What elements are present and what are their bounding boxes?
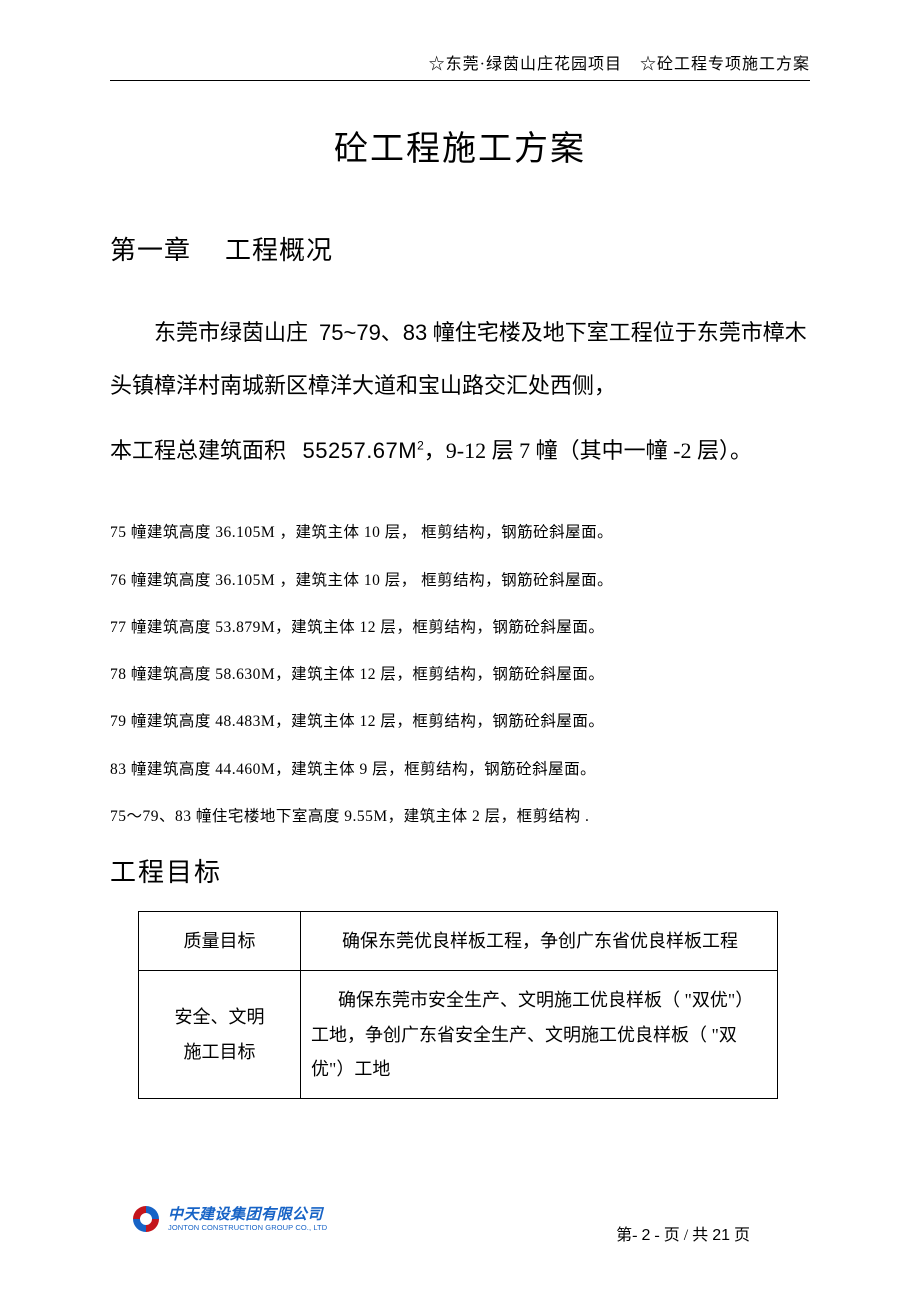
goal-value: 确保东莞市安全生产、文明施工优良样板（ "双优"）工地，争创广东省安全生产、文明… <box>301 971 778 1099</box>
logo-company-en: JONTON CONSTRUCTION GROUP CO., LTD <box>168 1224 327 1232</box>
table-row: 安全、文明施工目标 确保东莞市安全生产、文明施工优良样板（ "双优"）工地，争创… <box>139 971 778 1099</box>
intro-paragraph-1: 东莞市绿茵山庄 75~79、83 幢住宅楼及地下室工程位于东莞市樟木头镇樟洋村南… <box>110 307 810 413</box>
page-number: 第- 2 - 页 / 共 21 页 <box>616 1221 750 1245</box>
building-line: 79 幢建筑高度 48.483M，建筑主体 12 层，框剪结构，钢筋砼斜屋面。 <box>110 710 810 733</box>
intro-area-sup: 2 <box>417 438 424 452</box>
intro-text: ，9-12 层 7 幢（其中一幢 -2 层）。 <box>424 438 752 463</box>
chapter-number: 第一章 <box>110 236 191 265</box>
header-right: ☆砼工程专项施工方案 <box>640 56 810 73</box>
table-row: 质量目标 确保东莞优良样板工程，争创广东省优良样板工程 <box>139 912 778 971</box>
company-logo: 中天建设集团有限公司 JONTON CONSTRUCTION GROUP CO.… <box>130 1203 327 1235</box>
goal-label: 质量目标 <box>139 912 301 971</box>
page-current: 2 <box>642 1227 651 1244</box>
goal-value: 确保东莞优良样板工程，争创广东省优良样板工程 <box>301 912 778 971</box>
document-page: ☆东莞·绿茵山庄花园项目 ☆砼工程专项施工方案 砼工程施工方案 第一章 工程概况 东… <box>0 0 920 1303</box>
intro-area-value: 55257.67M <box>303 438 418 463</box>
intro-text: 东莞市绿茵山庄 <box>154 320 308 345</box>
goals-table: 质量目标 确保东莞优良样板工程，争创广东省优良样板工程 安全、文明施工目标 确保… <box>138 911 778 1099</box>
building-line: 76 幢建筑高度 36.105M ，建筑主体 10 层， 框剪结构，钢筋砼斜屋面… <box>110 569 810 592</box>
building-line: 78 幢建筑高度 58.630M，建筑主体 12 层，框剪结构，钢筋砼斜屋面。 <box>110 663 810 686</box>
building-line: 75～79、83 幢住宅楼地下室高度 9.55M，建筑主体 2 层，框剪结构 . <box>110 805 810 828</box>
building-line: 83 幢建筑高度 44.460M，建筑主体 9 层，框剪结构，钢筋砼斜屋面。 <box>110 758 810 781</box>
goals-heading: 工程目标 <box>110 852 810 889</box>
chapter-heading: 第一章 工程概况 <box>110 230 810 267</box>
logo-mark-icon <box>130 1203 162 1235</box>
document-title: 砼工程施工方案 <box>110 121 810 170</box>
page-mid: - 页 / 共 <box>654 1227 708 1244</box>
running-header: ☆东莞·绿茵山庄花园项目 ☆砼工程专项施工方案 <box>110 50 810 81</box>
goal-label: 安全、文明施工目标 <box>139 971 301 1099</box>
intro-paragraph-2: 本工程总建筑面积 55257.67M2，9-12 层 7 幢（其中一幢 -2 层… <box>110 425 810 478</box>
building-line: 75 幢建筑高度 36.105M ，建筑主体 10 层， 框剪结构，钢筋砼斜屋面… <box>110 521 810 544</box>
header-left: ☆东莞·绿茵山庄花园项目 <box>429 56 622 73</box>
logo-company-cn: 中天建设集团有限公司 <box>168 1207 327 1222</box>
intro-text: 本工程总建筑面积 <box>110 438 286 463</box>
page-footer: 中天建设集团有限公司 JONTON CONSTRUCTION GROUP CO.… <box>110 1215 810 1259</box>
building-line: 77 幢建筑高度 53.879M，建筑主体 12 层，框剪结构，钢筋砼斜屋面。 <box>110 616 810 639</box>
intro-number-range: 75~79、83 <box>319 320 427 345</box>
page-total: 21 <box>712 1227 730 1244</box>
building-list: 75 幢建筑高度 36.105M ，建筑主体 10 层， 框剪结构，钢筋砼斜屋面… <box>110 521 810 828</box>
logo-text: 中天建设集团有限公司 JONTON CONSTRUCTION GROUP CO.… <box>168 1207 327 1232</box>
chapter-name: 工程概况 <box>225 236 333 265</box>
page-suffix: 页 <box>734 1227 750 1244</box>
page-prefix: 第- <box>616 1227 637 1244</box>
